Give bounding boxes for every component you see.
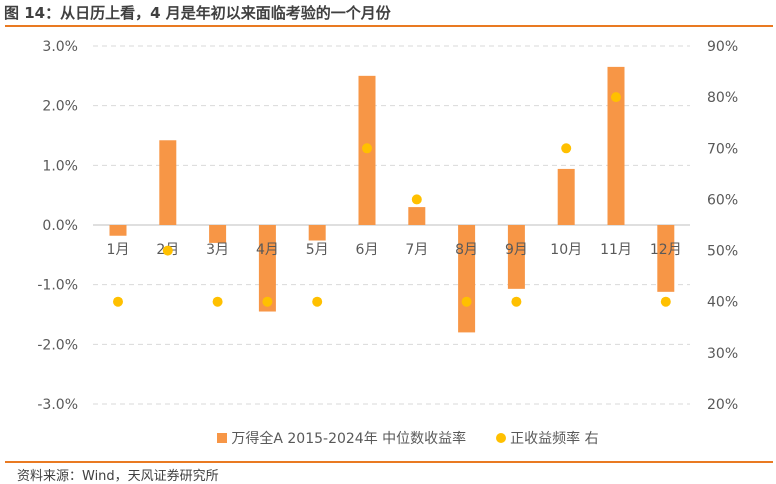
- category-label: 1月: [107, 242, 130, 258]
- category-label: 9月: [505, 242, 528, 258]
- dot-swatch-icon: [496, 433, 507, 443]
- bar: [159, 140, 177, 225]
- bar: [557, 168, 575, 225]
- left-tick-label: 0.0%: [42, 218, 78, 234]
- category-label: 7月: [405, 242, 428, 258]
- legend: 万得全A 2015-2024年 中位数收益率 正收益频率 右: [0, 428, 776, 448]
- left-tick-label: 2.0%: [42, 99, 78, 115]
- category-label: 12月: [650, 242, 682, 258]
- data-point: [660, 296, 671, 307]
- right-axis-ticks: 90% 80% 70% 60% 50% 40% 30% 20%: [707, 39, 738, 413]
- category-label: 6月: [356, 242, 379, 258]
- right-tick-label: 20%: [707, 397, 738, 413]
- data-point: [262, 296, 273, 307]
- legend-bar-label: 万得全A 2015-2024年 中位数收益率: [231, 431, 467, 447]
- left-axis-ticks: 3.0% 2.0% 1.0% 0.0% -1.0% -2.0% -3.0%: [37, 39, 78, 413]
- right-tick-label: 40%: [707, 295, 738, 311]
- bar: [209, 225, 227, 243]
- legend-item-bar: 万得全A 2015-2024年 中位数收益率: [217, 428, 466, 448]
- left-tick-label: 3.0%: [42, 39, 78, 55]
- legend-dot-label: 正收益频率 右: [510, 431, 599, 447]
- bar: [258, 225, 276, 312]
- bar: [408, 207, 426, 225]
- source-note: 资料来源：Wind，天风证券研究所: [17, 469, 219, 484]
- legend-item-dot: 正收益频率 右: [496, 428, 599, 448]
- data-point: [511, 296, 522, 307]
- title-divider: [5, 25, 773, 27]
- bar: [607, 66, 625, 225]
- right-tick-label: 90%: [707, 39, 738, 55]
- bar-swatch-icon: [217, 433, 228, 443]
- gridlines: [93, 45, 690, 405]
- data-point: [561, 143, 572, 154]
- left-tick-label: -3.0%: [37, 397, 78, 413]
- data-point: [611, 92, 621, 103]
- category-label: 11月: [600, 242, 632, 258]
- category-label: 5月: [306, 242, 329, 258]
- data-point: [212, 296, 223, 307]
- right-tick-label: 60%: [707, 192, 738, 208]
- bar-series: [109, 66, 675, 333]
- data-point: [312, 296, 323, 307]
- right-tick-label: 70%: [707, 141, 738, 157]
- data-point: [113, 296, 123, 307]
- chart-title: 图 14：从日历上看，4 月是年初以来面临考验的一个月份: [4, 4, 391, 22]
- category-label: 3月: [206, 242, 229, 258]
- bar: [109, 225, 127, 236]
- bar: [657, 225, 675, 292]
- bar: [458, 225, 476, 333]
- dot-series: [113, 92, 671, 307]
- data-point: [162, 245, 173, 256]
- data-point: [411, 194, 422, 205]
- left-tick-label: -2.0%: [37, 337, 78, 353]
- right-tick-label: 80%: [707, 90, 738, 106]
- data-point: [362, 143, 372, 154]
- left-tick-label: 1.0%: [42, 158, 78, 174]
- bar: [308, 225, 326, 241]
- right-tick-label: 50%: [707, 244, 738, 260]
- category-labels: 1月2月3月4月5月6月7月8月9月10月11月12月: [107, 242, 682, 258]
- category-label: 8月: [455, 242, 478, 258]
- data-point: [461, 296, 472, 307]
- category-label: 4月: [256, 242, 279, 258]
- footer-divider: [5, 461, 773, 463]
- right-tick-label: 30%: [707, 346, 738, 362]
- bar: [507, 225, 525, 289]
- category-label: 10月: [550, 242, 582, 258]
- left-tick-label: -1.0%: [37, 278, 78, 294]
- chart-area: 3.0% 2.0% 1.0% 0.0% -1.0% -2.0% -3.0% 90% 80% 70…: [37, 39, 738, 413]
